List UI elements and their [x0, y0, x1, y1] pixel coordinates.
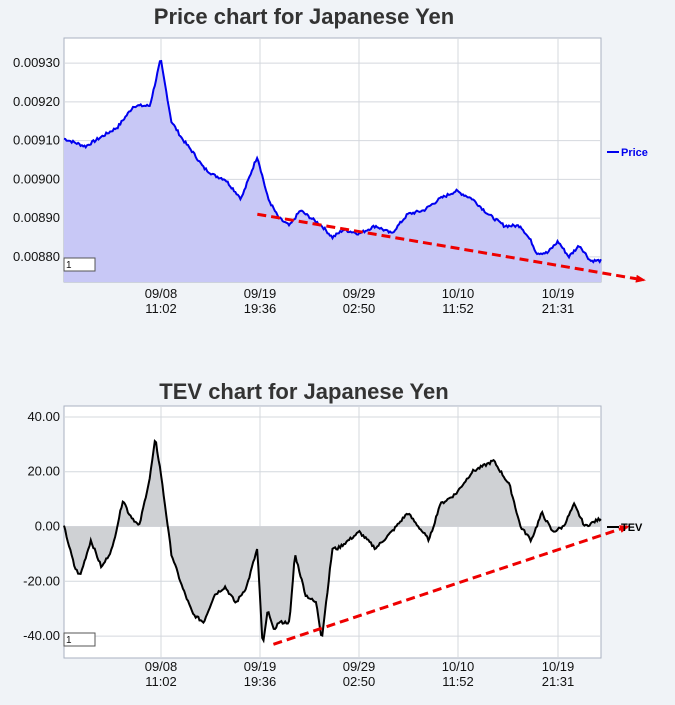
x-tick-label: 21:31 — [542, 674, 575, 689]
trend-arrow-line — [257, 212, 646, 283]
y-tick-label: 40.00 — [27, 409, 60, 424]
price-legend: Price — [607, 147, 648, 159]
trend-arrow-line — [272, 525, 630, 646]
y-tick-label: 0.00930 — [13, 55, 60, 70]
price-chart-title: Price chart for Japanese Yen — [154, 4, 454, 29]
x-tick-label: 10/10 — [442, 659, 475, 674]
x-tick-label: 09/19 — [244, 659, 277, 674]
price-input-box[interactable]: 1 — [63, 257, 96, 272]
x-tick-label: 02:50 — [343, 301, 376, 316]
tev-y-axis: 40.00 20.00 0.00 -20.00 -40.00 — [23, 409, 60, 643]
series-line — [63, 438, 602, 644]
price-series — [63, 59, 602, 282]
x-tick-label: 19:36 — [244, 674, 277, 689]
x-tick-label: 09/08 — [145, 659, 178, 674]
tev-legend: TEV — [607, 522, 643, 534]
x-tick-label: 11:52 — [442, 674, 474, 689]
x-tick-label: 09/19 — [244, 286, 277, 301]
tev-input-box[interactable]: 1 — [63, 632, 96, 647]
price-legend-label: Price — [621, 147, 648, 159]
y-tick-label: 20.00 — [27, 464, 60, 479]
y-tick-label: 0.00880 — [13, 249, 60, 264]
price-trend-arrow — [257, 212, 646, 283]
y-tick-label: -20.00 — [23, 573, 60, 588]
tev-legend-label: TEV — [621, 522, 643, 534]
tev-trend-arrow — [272, 525, 630, 646]
tev-input-value: 1 — [66, 635, 72, 646]
tev-series — [63, 438, 602, 644]
x-tick-label: 09/29 — [343, 659, 376, 674]
series-area-fill — [64, 441, 601, 641]
tev-chart-title: TEV chart for Japanese Yen — [159, 379, 448, 404]
series-area-fill — [64, 61, 601, 282]
x-tick-label: 09/08 — [145, 286, 178, 301]
x-tick-label: 11:02 — [145, 674, 177, 689]
x-tick-label: 10/19 — [542, 659, 575, 674]
x-tick-label: 19:36 — [244, 301, 277, 316]
y-tick-label: 0.00 — [35, 519, 60, 534]
x-tick-label: 10/19 — [542, 286, 575, 301]
y-tick-label: 0.00920 — [13, 94, 60, 109]
y-tick-label: -40.00 — [23, 628, 60, 643]
x-tick-label: 02:50 — [343, 674, 376, 689]
x-tick-label: 21:31 — [542, 301, 575, 316]
series-line — [63, 59, 602, 264]
x-tick-label: 10/10 — [442, 286, 475, 301]
y-tick-label: 0.00900 — [13, 171, 60, 186]
x-tick-label: 11:52 — [442, 301, 474, 316]
x-tick-label: 11:02 — [145, 301, 177, 316]
price-chart: Price chart for Japanese Yen 0.009300.00… — [13, 4, 648, 316]
x-tick-label: 09/29 — [343, 286, 376, 301]
tev-chart: TEV chart for Japanese Yen 40.00 20.00 0.0… — [23, 379, 643, 689]
y-tick-label: 0.00890 — [13, 210, 60, 225]
y-tick-label: 0.00910 — [13, 133, 60, 148]
price-y-axis: 0.00930 0.00920 0.00910 0.00900 0.00890 0.008… — [13, 55, 60, 264]
price-input-value: 1 — [66, 260, 72, 271]
